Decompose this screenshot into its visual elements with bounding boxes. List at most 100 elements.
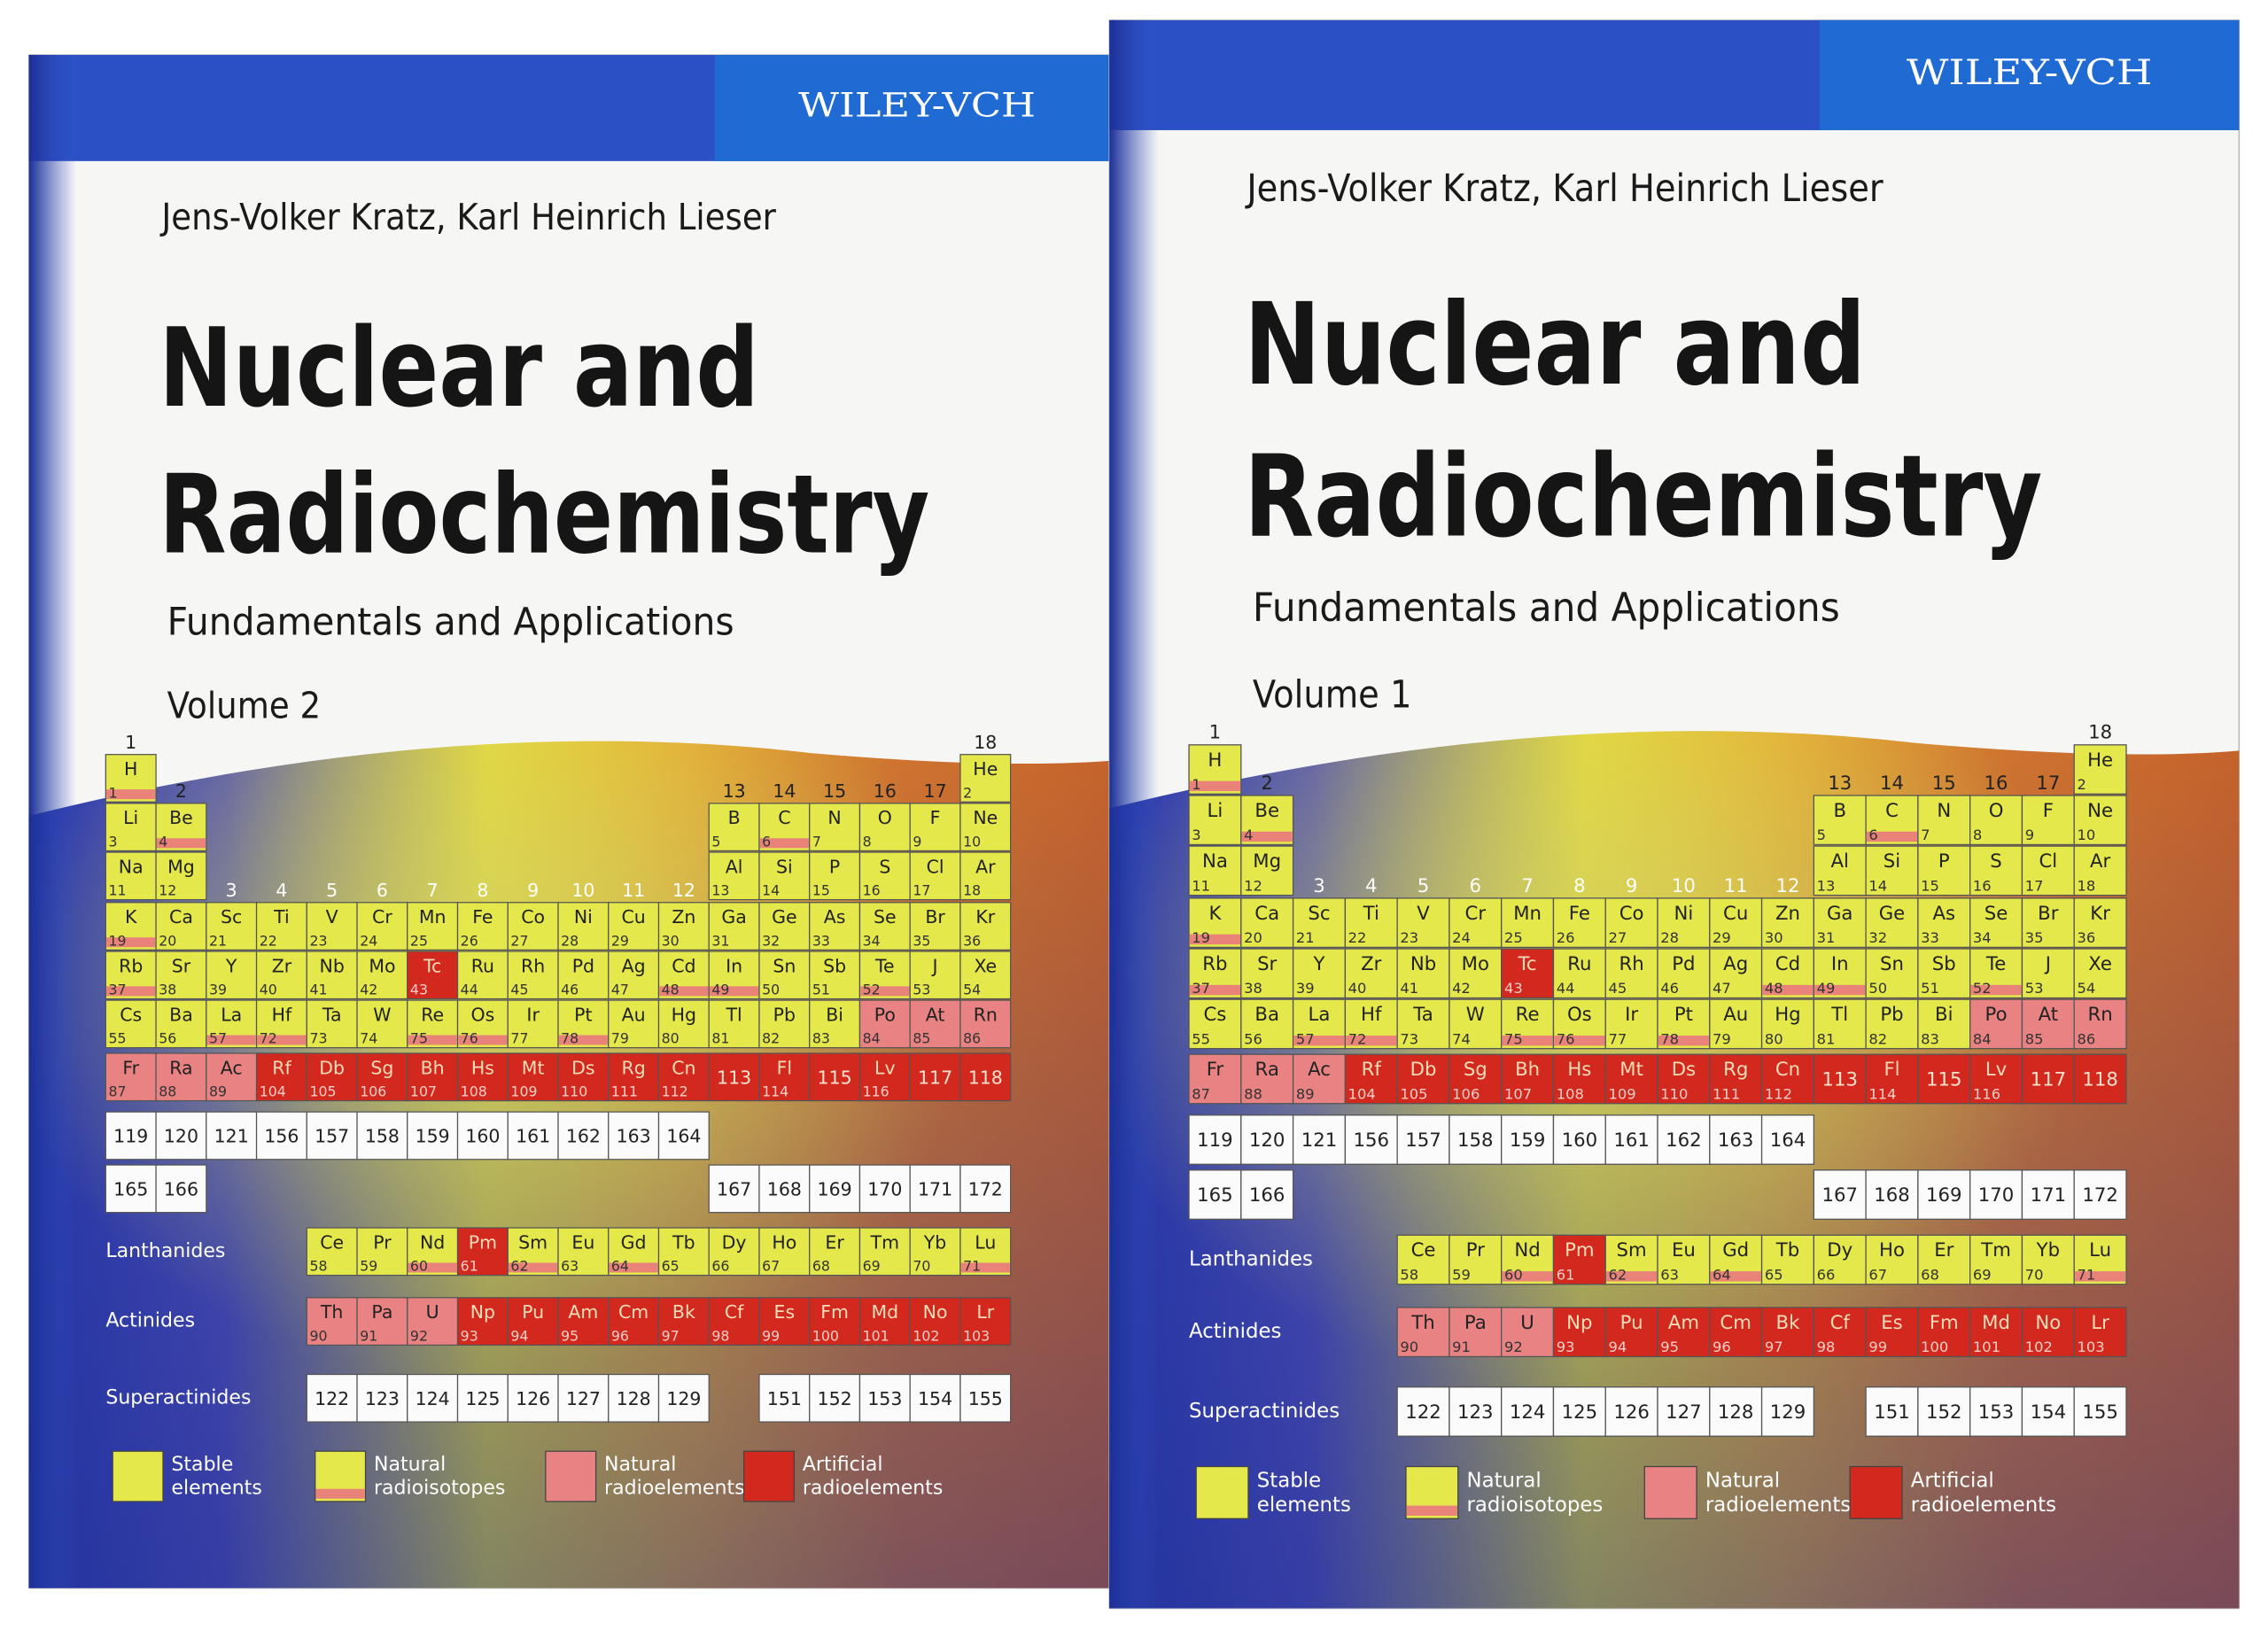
group-number: 4 (1365, 875, 1378, 897)
atomic-number: 94 (510, 1327, 528, 1344)
book-cover: WILEY-VCH Jens-Volker Kratz, Karl Heinric… (1108, 19, 2241, 1610)
element-symbol: Pu (1620, 1312, 1643, 1334)
atomic-number: 123 (365, 1388, 400, 1409)
element-cell (2073, 897, 2127, 949)
legend-swatch (1849, 1465, 1903, 1519)
element-symbol: Bk (672, 1301, 695, 1323)
isotope-band (1658, 1035, 1709, 1046)
atomic-number: 41 (309, 982, 327, 998)
atomic-number: 157 (1405, 1129, 1441, 1152)
element-cell (1865, 897, 1919, 949)
element-cell (1240, 998, 1294, 1050)
element-symbol: P (1938, 850, 1950, 873)
element-symbol: Li (123, 807, 138, 828)
element-cell (557, 1052, 610, 1102)
atomic-number: 26 (461, 932, 478, 949)
element-cell (608, 951, 660, 1000)
element-cell (1709, 1307, 1763, 1358)
element-cell (407, 1297, 459, 1347)
element-symbol: Rn (974, 1004, 998, 1025)
element-cell (708, 902, 760, 951)
element-symbol: Ho (1879, 1239, 1905, 1261)
element-cell (809, 851, 861, 901)
atomic-number: 81 (711, 1030, 729, 1047)
isotope-band (860, 986, 910, 997)
atomic-number: 34 (1973, 929, 1992, 946)
element-symbol: Rg (622, 1057, 646, 1078)
element-cell (1865, 1053, 1919, 1105)
volume: Volume 2 (167, 685, 321, 727)
atomic-number: 151 (767, 1388, 802, 1409)
element-symbol: Pa (371, 1301, 392, 1323)
element-cell (456, 951, 509, 1000)
atomic-number: 105 (309, 1083, 336, 1100)
element-symbol: Sn (773, 955, 796, 976)
element-symbol: Nb (320, 955, 345, 976)
atomic-number: 78 (561, 1030, 579, 1047)
atomic-number: 59 (360, 1258, 377, 1275)
element-symbol: Na (1202, 850, 1228, 873)
element-cell (858, 851, 911, 901)
element-symbol: Ag (1723, 953, 1748, 975)
atomic-number: 11 (1192, 877, 1210, 894)
element-cell (1501, 1386, 1555, 1437)
atomic-number: 158 (365, 1126, 400, 1147)
element-cell (1760, 1114, 1814, 1165)
atomic-number: 110 (561, 1083, 587, 1100)
element-cell (1604, 1307, 1658, 1358)
group-number: 15 (1932, 772, 1956, 795)
element-symbol: Hs (471, 1057, 494, 1078)
element-cell (2021, 998, 2075, 1050)
atomic-number: 54 (2077, 980, 2095, 997)
legend-swatch (1643, 1465, 1697, 1519)
element-symbol: Sg (1464, 1059, 1487, 1081)
series-label: Actinides (1189, 1320, 1281, 1343)
series-label: Lanthanides (1189, 1248, 1313, 1271)
atomic-number: 19 (108, 932, 126, 949)
atomic-number: 89 (209, 1083, 227, 1100)
element-cell (1552, 948, 1606, 999)
atomic-number: 167 (1821, 1184, 1858, 1207)
element-symbol: Po (874, 1004, 896, 1025)
atomic-number: 108 (461, 1083, 487, 1100)
atomic-number: 166 (164, 1178, 198, 1199)
atomic-number: 169 (818, 1178, 852, 1199)
element-cell (507, 951, 559, 1000)
element-symbol: Es (774, 1301, 796, 1323)
element-cell (959, 1297, 1012, 1347)
element-symbol: Po (1985, 1004, 2008, 1026)
atomic-number: 122 (315, 1388, 349, 1409)
element-cell (1709, 1386, 1763, 1437)
element-symbol: Dy (1827, 1239, 1852, 1261)
element-symbol: Mo (1462, 953, 1489, 975)
element-symbol: Rh (521, 955, 545, 976)
element-cell (1969, 1169, 2023, 1220)
element-symbol: Pr (1466, 1239, 1485, 1261)
group-number: 12 (1775, 875, 1799, 897)
element-cell (809, 1164, 861, 1214)
group-number: 10 (571, 880, 594, 901)
element-cell (1240, 1169, 1294, 1220)
atomic-number: 62 (510, 1258, 528, 1275)
element-symbol: Nd (1514, 1239, 1540, 1261)
legend-swatch (1195, 1465, 1249, 1519)
element-cell (1917, 948, 1971, 999)
element-symbol: P (829, 856, 840, 877)
element-cell (507, 1297, 559, 1347)
atomic-number: 128 (1718, 1401, 1754, 1424)
group-number: 8 (1573, 875, 1586, 897)
atomic-number: 49 (711, 982, 729, 998)
element-cell (959, 999, 1012, 1049)
element-symbol: No (923, 1301, 948, 1323)
element-cell (306, 951, 358, 1000)
element-cell (356, 1052, 408, 1102)
element-cell (959, 1373, 1012, 1423)
atomic-number: 80 (662, 1030, 680, 1047)
element-symbol: J (2044, 953, 2051, 975)
atomic-number: 117 (918, 1067, 952, 1088)
atomic-number: 99 (762, 1327, 780, 1344)
element-symbol: Cr (1465, 903, 1487, 925)
atomic-number: 52 (1973, 980, 1992, 997)
isotope-band (509, 1262, 558, 1273)
atomic-number: 15 (1921, 877, 1939, 894)
